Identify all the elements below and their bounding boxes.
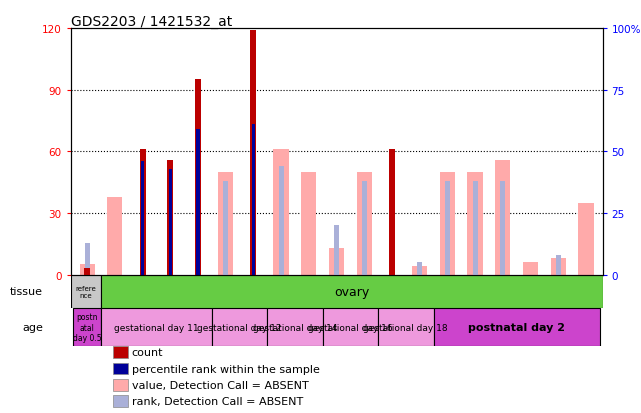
Bar [517, 275, 544, 309]
Bar [389, 150, 395, 275]
Bar [156, 275, 184, 309]
Bar [500, 181, 505, 275]
Bar [544, 275, 572, 309]
Bar [440, 173, 455, 275]
Text: count: count [131, 347, 163, 357]
Bar [101, 275, 129, 309]
Bar [73, 309, 101, 347]
Bar [240, 275, 267, 309]
Bar [433, 309, 600, 347]
Text: gestational day 12: gestational day 12 [197, 323, 282, 332]
Bar [322, 309, 378, 347]
Text: rank, Detection Call = ABSENT: rank, Detection Call = ABSENT [131, 396, 303, 406]
Bar [79, 265, 95, 275]
Bar [322, 275, 351, 309]
Bar [218, 173, 233, 275]
Text: postnatal day 2: postnatal day 2 [468, 323, 565, 332]
Bar [169, 169, 172, 275]
Bar [390, 181, 394, 275]
Bar [252, 125, 255, 275]
Bar [445, 181, 450, 275]
Bar [495, 160, 510, 275]
Text: gestational day 18: gestational day 18 [363, 323, 448, 332]
Bar [113, 379, 128, 391]
Text: tissue: tissue [10, 287, 43, 297]
Bar [362, 181, 367, 275]
Bar [279, 167, 283, 275]
Bar [85, 243, 90, 275]
Bar [329, 248, 344, 275]
Bar [301, 173, 317, 275]
Text: percentile rank within the sample: percentile rank within the sample [131, 364, 320, 374]
Bar [129, 275, 156, 309]
Bar [113, 347, 128, 358]
Text: gestational day 11: gestational day 11 [114, 323, 199, 332]
Bar [578, 203, 594, 275]
Bar [406, 275, 433, 309]
Bar [556, 255, 561, 275]
Bar [523, 263, 538, 275]
Bar [572, 275, 600, 309]
Text: GDS2203 / 1421532_at: GDS2203 / 1421532_at [71, 15, 232, 29]
Bar [274, 150, 288, 275]
Text: value, Detection Call = ABSENT: value, Detection Call = ABSENT [131, 380, 308, 390]
Bar [184, 275, 212, 309]
Text: refere
nce: refere nce [76, 285, 96, 298]
Bar [107, 197, 122, 275]
Text: postn
atal
day 0.5: postn atal day 0.5 [73, 313, 101, 342]
Bar [223, 181, 228, 275]
Text: ovary: ovary [334, 285, 369, 298]
Bar [251, 31, 256, 275]
Bar [140, 150, 146, 275]
Bar [141, 162, 144, 275]
Bar [412, 267, 428, 275]
Bar [472, 181, 478, 275]
Text: gestational day 16: gestational day 16 [308, 323, 393, 332]
Bar [212, 309, 267, 347]
Bar [196, 130, 199, 275]
Bar [462, 275, 489, 309]
Bar [267, 309, 322, 347]
Bar [467, 173, 483, 275]
Bar [551, 259, 566, 275]
Bar [489, 275, 517, 309]
Text: gestational day 14: gestational day 14 [253, 323, 337, 332]
Bar [378, 275, 406, 309]
Bar [167, 160, 173, 275]
Bar [417, 263, 422, 275]
Bar [113, 395, 128, 407]
Bar [71, 275, 101, 309]
Bar [334, 226, 339, 275]
Bar [351, 275, 378, 309]
Text: age: age [22, 323, 43, 332]
Bar [212, 275, 240, 309]
Bar [101, 309, 212, 347]
Bar [378, 309, 433, 347]
Bar [73, 275, 101, 309]
Bar [195, 80, 201, 275]
Bar [295, 275, 322, 309]
Bar [267, 275, 295, 309]
Bar [356, 173, 372, 275]
Bar [113, 363, 128, 375]
Bar [84, 269, 90, 275]
Bar [433, 275, 462, 309]
